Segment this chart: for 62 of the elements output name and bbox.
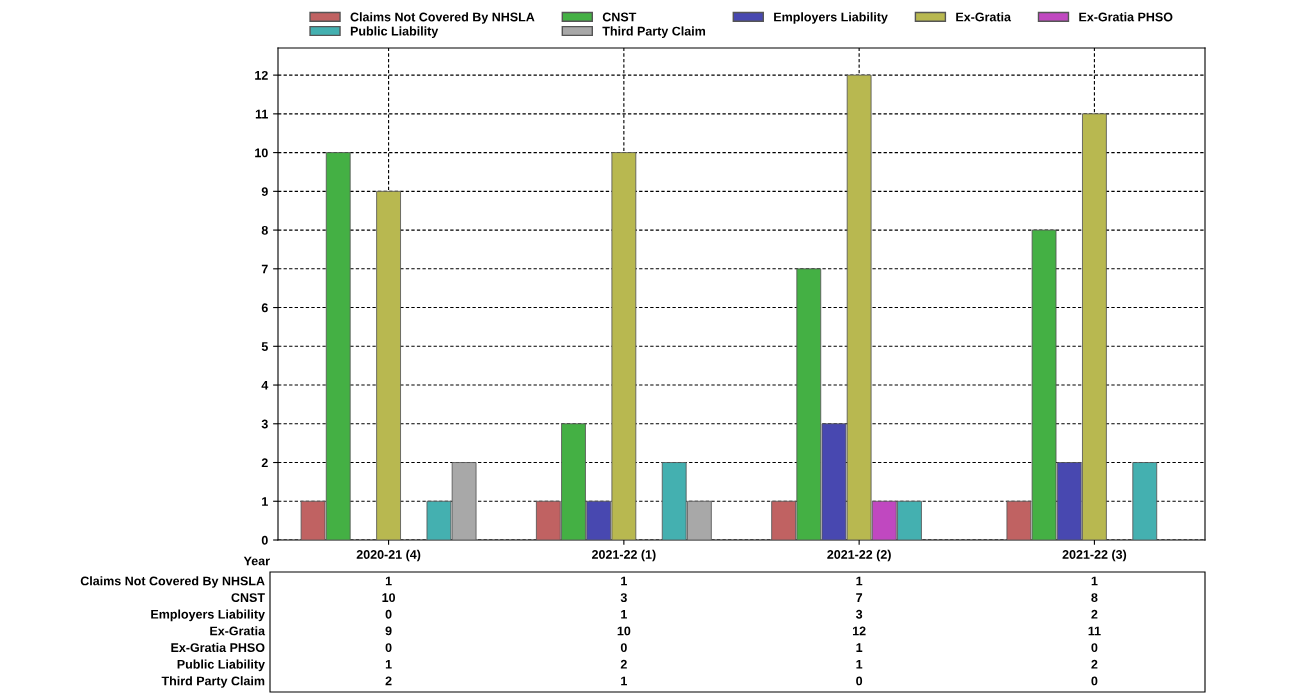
y-tick-label: 0 <box>261 535 268 545</box>
y-tick-label: 8 <box>261 225 268 235</box>
x-tick-label: 2021-22 (3) <box>1062 549 1127 562</box>
text: CNST <box>231 593 265 603</box>
text: Ex-Gratia PHSO <box>171 642 265 653</box>
text: Claims Not Covered By NHSLA <box>80 576 265 588</box>
y-tick-label: 2 <box>261 458 268 468</box>
data-label: 10 <box>617 626 631 636</box>
data-label: 0 <box>620 643 627 653</box>
legend-label: Ex-Gratia <box>956 12 1012 22</box>
y-tick-label: 10 <box>255 148 268 158</box>
data-label: 10 <box>382 593 396 603</box>
data-label: 1 <box>856 643 863 652</box>
data-label: 9 <box>385 626 392 636</box>
y-tick-label: 5 <box>261 342 268 351</box>
y-tick-label: 9 <box>261 187 268 196</box>
data-label: 2 <box>620 659 627 669</box>
data-label: 1 <box>1091 576 1098 586</box>
x-tick-label: 2020-21 (4) <box>356 549 421 562</box>
y-tick-label: 3 <box>261 419 268 429</box>
data-label: 2 <box>1091 609 1098 619</box>
data-label: 0 <box>1091 676 1098 686</box>
legend-label: CNST <box>602 12 637 22</box>
data-label: 3 <box>620 593 627 603</box>
legend-label: Claims Not Covered By NHSLA <box>350 12 535 24</box>
data-label: 2 <box>385 676 392 686</box>
x-tick-label: 2021-22 (2) <box>827 549 891 562</box>
text: Public Liability <box>177 659 265 672</box>
y-tick-label: 11 <box>255 109 268 119</box>
data-label: 1 <box>856 659 863 669</box>
y-tick-label: 12 <box>255 70 268 80</box>
bar <box>376 190 401 540</box>
legend-label: Third Party Claim <box>602 26 706 39</box>
y-tick-label: 4 <box>261 380 269 390</box>
data-label: 1 <box>385 576 392 586</box>
data-label: 1 <box>621 676 627 686</box>
data-label: 12 <box>852 626 866 636</box>
y-tick-label: 7 <box>261 264 268 274</box>
data-label: 1 <box>621 576 627 586</box>
data-label: 2 <box>1091 659 1098 669</box>
y-tick-label: 1 <box>262 497 268 506</box>
data-label: 1 <box>621 609 627 619</box>
x-tick-label: 2021-22 (1) <box>591 549 656 562</box>
legend-label: Public Liability <box>350 26 439 39</box>
data-label: 7 <box>856 593 863 602</box>
x-axis-title: Year <box>243 556 270 566</box>
data-label: 11 <box>1088 626 1101 636</box>
y-tick-label: 6 <box>261 303 268 313</box>
data-label: 1 <box>856 576 863 586</box>
bar <box>1132 462 1158 540</box>
data-label: 3 <box>855 609 863 619</box>
data-label: 0 <box>385 609 392 619</box>
data-label: 0 <box>1091 643 1098 653</box>
data-label: 0 <box>856 676 863 686</box>
legend-label: Employers Liability <box>774 12 888 24</box>
data-label: 1 <box>385 659 392 669</box>
data-label: 8 <box>1091 593 1098 603</box>
text: Ex-Gratia <box>210 626 266 636</box>
text: Third Party Claim <box>161 676 265 688</box>
data-label: 0 <box>385 643 392 653</box>
legend-label: Ex-Gratia PHSO <box>1079 12 1173 22</box>
text: Employers Liability <box>151 609 265 622</box>
